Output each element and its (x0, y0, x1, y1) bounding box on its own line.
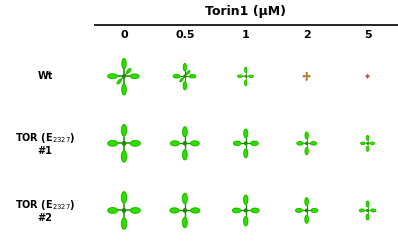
Circle shape (244, 209, 247, 212)
Polygon shape (245, 80, 247, 86)
Circle shape (367, 210, 369, 211)
Polygon shape (359, 209, 364, 212)
Polygon shape (234, 141, 241, 145)
Polygon shape (361, 142, 365, 144)
Polygon shape (183, 82, 186, 90)
Polygon shape (121, 192, 127, 203)
Polygon shape (367, 146, 369, 151)
Text: 2: 2 (303, 30, 310, 40)
Circle shape (122, 209, 126, 212)
Polygon shape (244, 149, 248, 158)
Circle shape (306, 209, 308, 212)
Text: 1: 1 (242, 30, 250, 40)
Circle shape (184, 75, 186, 77)
Polygon shape (127, 69, 131, 73)
Polygon shape (367, 74, 368, 75)
Polygon shape (180, 78, 183, 82)
Text: TOR (E$_{2327}$)
#2: TOR (E$_{2327}$) #2 (15, 198, 75, 223)
Text: 5: 5 (364, 30, 371, 40)
Text: 0.5: 0.5 (175, 30, 195, 40)
Polygon shape (191, 208, 200, 213)
Polygon shape (371, 209, 376, 212)
Polygon shape (187, 71, 190, 74)
Polygon shape (306, 72, 307, 75)
Polygon shape (183, 127, 187, 137)
Polygon shape (296, 209, 302, 212)
Polygon shape (232, 208, 240, 213)
Polygon shape (310, 142, 316, 145)
Circle shape (245, 75, 246, 77)
Polygon shape (366, 201, 369, 207)
Polygon shape (183, 217, 187, 228)
Polygon shape (244, 195, 248, 204)
Polygon shape (245, 67, 247, 72)
Text: Torin1 (μM): Torin1 (μM) (205, 5, 286, 18)
Text: Wt: Wt (37, 71, 53, 81)
Polygon shape (121, 151, 127, 162)
Circle shape (306, 76, 307, 77)
Polygon shape (171, 141, 179, 146)
Polygon shape (366, 214, 369, 220)
Polygon shape (117, 79, 121, 84)
Circle shape (183, 209, 186, 212)
Polygon shape (305, 198, 308, 205)
Polygon shape (121, 218, 127, 229)
Polygon shape (303, 76, 305, 77)
Polygon shape (370, 142, 375, 144)
Polygon shape (183, 193, 187, 203)
Circle shape (306, 142, 308, 144)
Polygon shape (131, 208, 140, 213)
Polygon shape (183, 150, 187, 160)
Polygon shape (170, 208, 179, 213)
Circle shape (244, 142, 247, 145)
Polygon shape (305, 215, 308, 223)
Polygon shape (311, 209, 318, 212)
Circle shape (367, 142, 368, 144)
Text: TOR (E$_{2327}$)
#1: TOR (E$_{2327}$) #1 (15, 131, 75, 156)
Polygon shape (121, 125, 127, 136)
Polygon shape (251, 141, 258, 145)
Polygon shape (244, 217, 248, 226)
Text: 0: 0 (120, 30, 128, 40)
Polygon shape (191, 141, 199, 146)
Circle shape (123, 75, 125, 78)
Polygon shape (238, 75, 242, 77)
Polygon shape (173, 75, 180, 78)
Polygon shape (108, 74, 117, 79)
Polygon shape (108, 141, 117, 146)
Polygon shape (367, 135, 369, 140)
Polygon shape (305, 132, 308, 139)
Polygon shape (251, 208, 259, 213)
Polygon shape (297, 142, 303, 145)
Polygon shape (108, 208, 117, 213)
Polygon shape (131, 74, 139, 78)
Polygon shape (308, 76, 310, 77)
Circle shape (183, 142, 186, 145)
Polygon shape (131, 141, 140, 146)
Polygon shape (367, 77, 368, 78)
Polygon shape (122, 84, 126, 95)
Polygon shape (244, 129, 248, 138)
Polygon shape (122, 59, 126, 69)
Circle shape (122, 142, 126, 145)
Polygon shape (305, 148, 308, 154)
Polygon shape (183, 64, 186, 71)
Polygon shape (189, 75, 196, 78)
Polygon shape (306, 78, 307, 80)
Polygon shape (249, 75, 253, 77)
